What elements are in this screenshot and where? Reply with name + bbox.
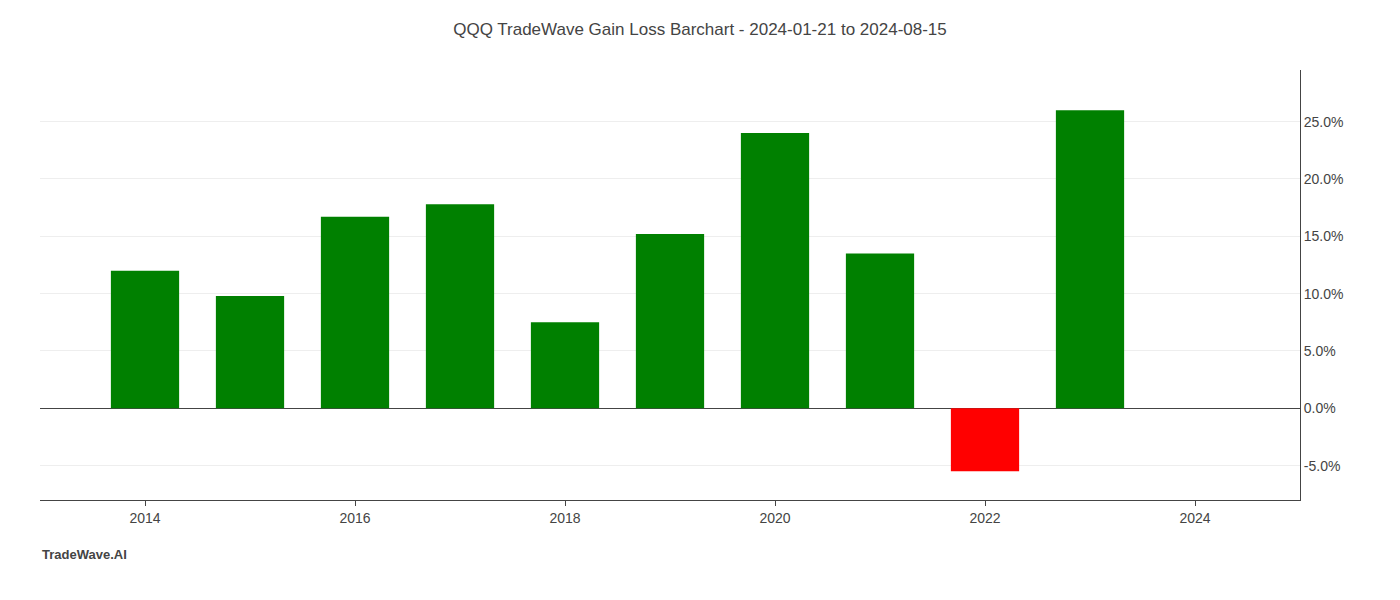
svg-text:QQQ TradeWave Gain Loss Barcha: QQQ TradeWave Gain Loss Barchart - 2024-… [453,20,947,39]
svg-text:-5.0%: -5.0% [1304,458,1341,474]
svg-text:2022: 2022 [969,510,1000,526]
svg-text:5.0%: 5.0% [1304,343,1336,359]
svg-text:2024: 2024 [1179,510,1210,526]
svg-text:25.0%: 25.0% [1304,114,1344,130]
svg-text:TradeWave.AI: TradeWave.AI [42,547,127,562]
svg-text:2014: 2014 [129,510,160,526]
svg-text:10.0%: 10.0% [1304,286,1344,302]
svg-text:0.0%: 0.0% [1304,400,1336,416]
svg-text:2020: 2020 [759,510,790,526]
svg-text:15.0%: 15.0% [1304,228,1344,244]
svg-text:2018: 2018 [549,510,580,526]
svg-text:20.0%: 20.0% [1304,171,1344,187]
svg-text:2016: 2016 [339,510,370,526]
